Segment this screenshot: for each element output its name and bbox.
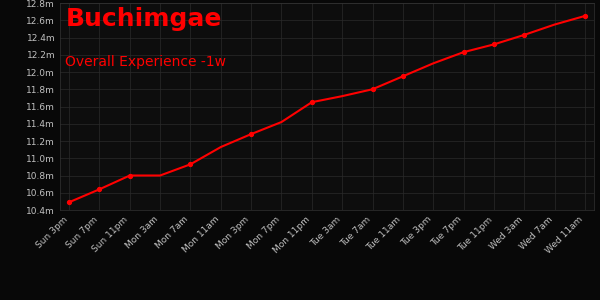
Text: Buchimgae: Buchimgae (65, 7, 222, 31)
Text: Overall Experience -1w: Overall Experience -1w (65, 55, 226, 69)
